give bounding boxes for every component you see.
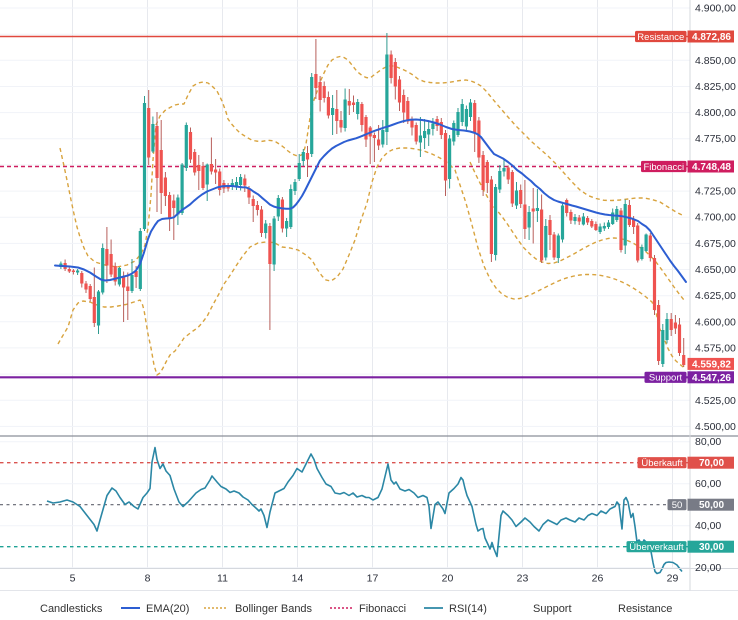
svg-text:4.500,00: 4.500,00 <box>695 421 736 433</box>
svg-text:20,00: 20,00 <box>695 562 721 574</box>
svg-text:4.775,00: 4.775,00 <box>695 133 736 145</box>
svg-text:RSI(14): RSI(14) <box>449 603 487 615</box>
svg-text:4.559,82: 4.559,82 <box>692 359 731 370</box>
svg-text:30,00: 30,00 <box>699 542 724 553</box>
svg-text:5: 5 <box>70 573 76 585</box>
svg-text:4.700,00: 4.700,00 <box>695 212 736 224</box>
svg-text:Fibonacci: Fibonacci <box>643 162 684 173</box>
svg-text:17: 17 <box>367 573 379 585</box>
svg-text:50,00: 50,00 <box>699 500 724 511</box>
svg-text:14: 14 <box>292 573 304 585</box>
svg-text:4.900,00: 4.900,00 <box>695 3 736 15</box>
svg-text:Bollinger Bands: Bollinger Bands <box>235 603 313 615</box>
svg-text:Candlesticks: Candlesticks <box>40 603 103 615</box>
svg-text:Fibonacci: Fibonacci <box>359 603 406 615</box>
svg-text:4.725,00: 4.725,00 <box>695 186 736 198</box>
svg-text:4.625,00: 4.625,00 <box>695 290 736 302</box>
svg-text:Überkauft: Überkauft <box>641 458 683 469</box>
svg-text:60,00: 60,00 <box>695 478 721 490</box>
svg-text:70,00: 70,00 <box>699 458 724 469</box>
svg-text:4.872,86: 4.872,86 <box>692 32 731 43</box>
svg-text:8: 8 <box>145 573 151 585</box>
svg-text:4.748,48: 4.748,48 <box>692 162 731 173</box>
svg-text:Support: Support <box>649 373 683 384</box>
svg-text:4.575,00: 4.575,00 <box>695 342 736 354</box>
svg-text:Überverkauft: Überverkauft <box>629 542 684 553</box>
svg-text:Resistance: Resistance <box>618 603 672 615</box>
svg-text:50: 50 <box>672 500 683 511</box>
svg-text:11: 11 <box>217 573 228 585</box>
svg-text:20: 20 <box>442 573 454 585</box>
svg-text:Resistance: Resistance <box>637 32 684 43</box>
svg-text:4.525,00: 4.525,00 <box>695 395 736 407</box>
svg-text:4.600,00: 4.600,00 <box>695 316 736 328</box>
svg-text:4.825,00: 4.825,00 <box>695 81 736 93</box>
svg-text:26: 26 <box>592 573 604 585</box>
svg-text:80,00: 80,00 <box>695 436 721 448</box>
svg-text:4.547,26: 4.547,26 <box>692 373 731 384</box>
svg-text:29: 29 <box>667 573 679 585</box>
svg-text:4.675,00: 4.675,00 <box>695 238 736 250</box>
svg-text:23: 23 <box>517 573 529 585</box>
svg-text:4.650,00: 4.650,00 <box>695 264 736 276</box>
svg-text:40,00: 40,00 <box>695 520 721 532</box>
svg-text:4.800,00: 4.800,00 <box>695 107 736 119</box>
svg-text:4.850,00: 4.850,00 <box>695 55 736 67</box>
svg-text:EMA(20): EMA(20) <box>146 603 189 615</box>
svg-text:Support: Support <box>533 603 572 615</box>
